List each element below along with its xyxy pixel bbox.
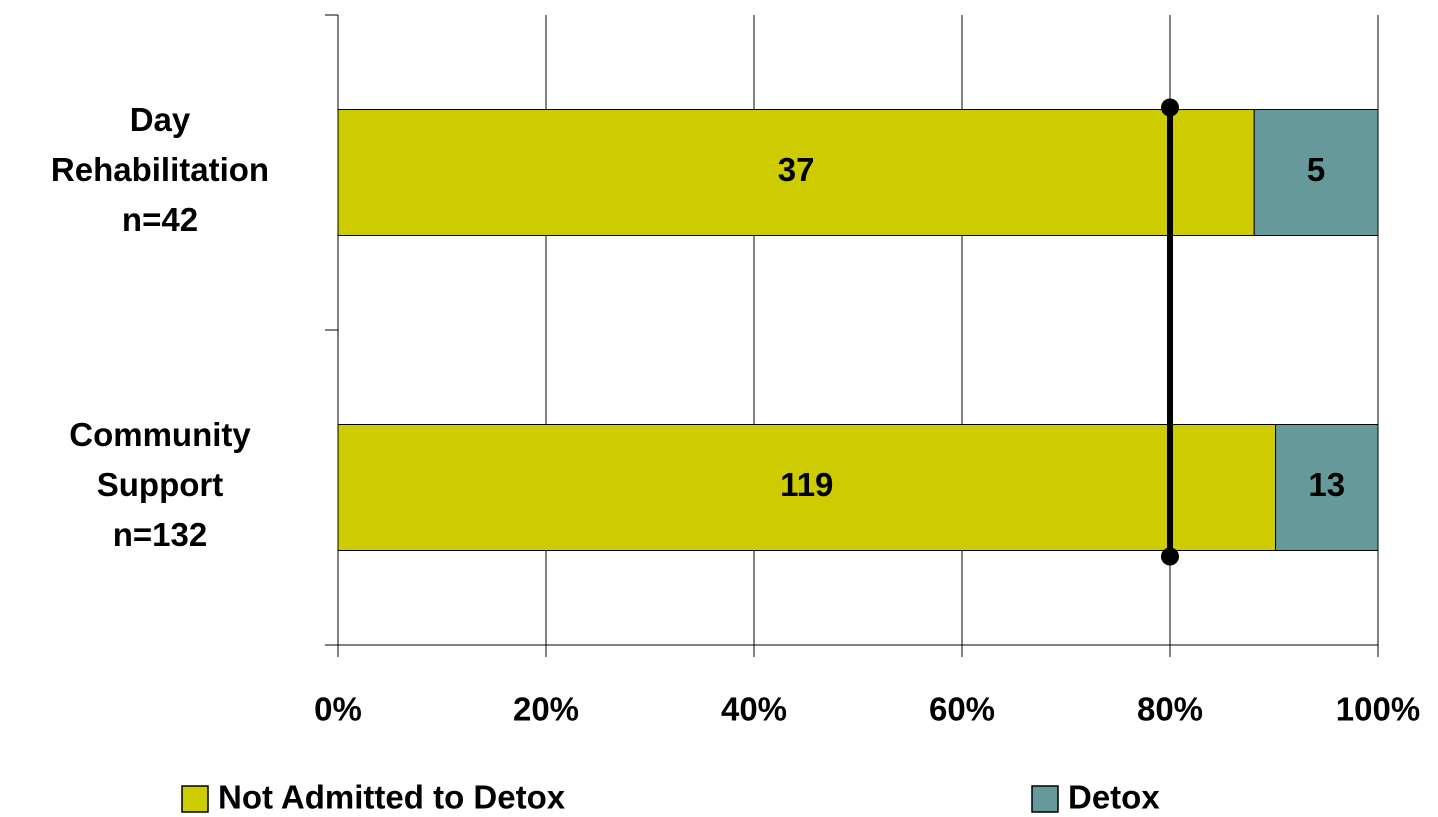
data-label: 119 bbox=[780, 466, 833, 503]
x-tick-label: 100% bbox=[1336, 691, 1420, 728]
x-tick-label: 0% bbox=[314, 691, 362, 728]
bar bbox=[1275, 424, 1379, 551]
data-label: 37 bbox=[778, 151, 815, 188]
bar bbox=[1253, 109, 1379, 236]
y-tick-label: Support bbox=[97, 466, 223, 503]
legend-label: Detox bbox=[1068, 779, 1160, 816]
reference-dot bbox=[1161, 98, 1179, 117]
legend-swatch bbox=[181, 785, 209, 813]
data-label: 5 bbox=[1307, 151, 1325, 188]
y-tick-label: n=42 bbox=[122, 201, 198, 238]
y-tick-label: Community bbox=[69, 416, 251, 453]
y-tick-label: Day bbox=[130, 101, 191, 138]
data-label: 13 bbox=[1308, 466, 1345, 503]
bar bbox=[337, 109, 1255, 236]
x-tick-label: 60% bbox=[929, 691, 995, 728]
legend-label: Not Admitted to Detox bbox=[218, 779, 566, 816]
x-tick-label: 40% bbox=[721, 691, 787, 728]
y-tick-label: n=132 bbox=[113, 516, 208, 553]
y-tick-label: Rehabilitation bbox=[51, 151, 269, 188]
bar bbox=[337, 424, 1277, 551]
reference-dot bbox=[1161, 547, 1179, 566]
legend-swatch bbox=[1031, 785, 1059, 813]
x-tick-label: 20% bbox=[513, 691, 579, 728]
x-tick-label: 80% bbox=[1137, 691, 1203, 728]
